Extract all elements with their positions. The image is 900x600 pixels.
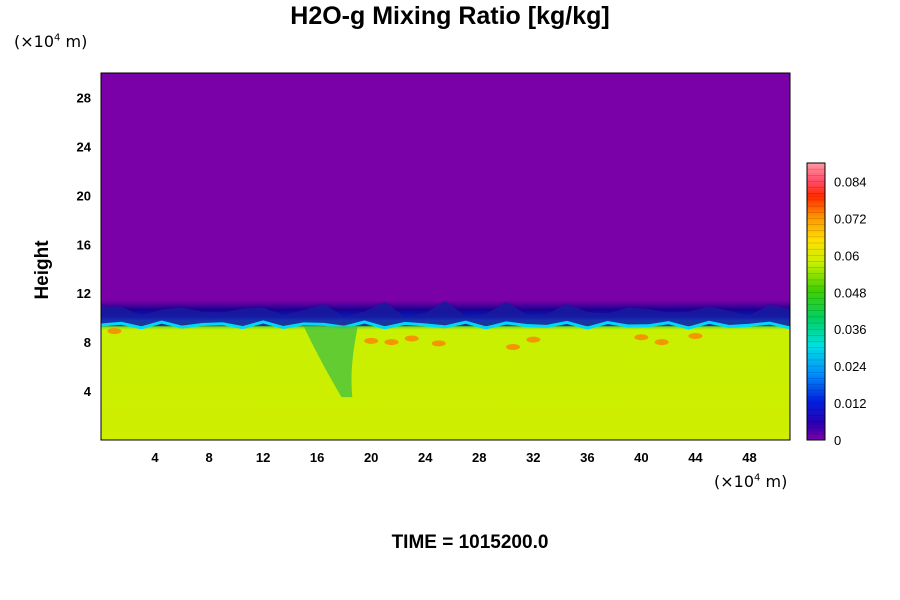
y-tick-labels: 4 8 12 16 20 24 28 (77, 90, 92, 399)
high-moisture-patch (384, 339, 399, 346)
y-tick-label: 28 (77, 90, 91, 105)
plot-frame (100, 72, 791, 441)
x-tick-label: 28 (472, 450, 486, 465)
interface-line (100, 320, 791, 330)
colorbar-tick-label: 0 (834, 433, 841, 448)
x-tick-label: 36 (580, 450, 594, 465)
y-tick-label: 16 (77, 237, 91, 252)
x-axis-unit: (×104 m) (714, 472, 787, 491)
high-moisture-patch (688, 333, 703, 340)
colorbar-gradient (806, 162, 826, 441)
colorbar: 0 0.012 0.024 0.036 0.048 0.06 0.072 0.084 (806, 162, 867, 448)
colorbar-tick-label: 0.012 (834, 396, 867, 411)
x-tick-label: 4 (151, 450, 159, 465)
high-moisture-patch (634, 334, 649, 341)
colorbar-tick-label: 0.048 (834, 285, 867, 300)
x-unit-base: (×10 (714, 472, 755, 491)
y-tick-label: 12 (77, 286, 91, 301)
moist-plume (303, 326, 358, 398)
high-moisture-patch (107, 328, 122, 335)
y-unit-base: (×10 (14, 32, 55, 51)
high-moisture-patch (526, 336, 541, 343)
high-moisture-patch (364, 337, 379, 344)
x-tick-label: 8 (205, 450, 212, 465)
x-unit-exponent: 4 (754, 472, 761, 484)
colorbar-tick-label: 0.024 (834, 359, 867, 374)
x-tick-label: 48 (742, 450, 756, 465)
colorbar-tick-label: 0.06 (834, 248, 859, 263)
x-tick-label: 12 (256, 450, 270, 465)
y-tick-label: 4 (84, 384, 92, 399)
y-axis-unit: (×104 m) (14, 32, 87, 51)
interface-band (101, 300, 790, 327)
chart-title: H2O-g Mixing Ratio [kg/kg] (290, 2, 610, 30)
high-moisture-patch (431, 340, 446, 347)
x-tick-label: 24 (418, 450, 433, 465)
high-moisture-patch (506, 344, 521, 351)
high-moisture-patch (404, 335, 419, 342)
y-tick-label: 20 (77, 188, 91, 203)
x-tick-label: 32 (526, 450, 540, 465)
y-unit-tail: m) (60, 32, 88, 51)
time-label: TIME = 1015200.0 (391, 532, 549, 553)
colorbar-tick-label: 0.072 (834, 211, 867, 226)
colorbar-tick-label: 0.036 (834, 322, 867, 337)
x-unit-tail: m) (760, 472, 788, 491)
y-tick-label: 8 (84, 335, 91, 350)
y-unit-exponent: 4 (54, 32, 61, 44)
x-tick-label: 40 (634, 450, 648, 465)
x-tick-label: 44 (688, 450, 703, 465)
high-moisture-patch (654, 339, 669, 346)
moisture-field (101, 73, 790, 440)
colorbar-tick-label: 0.084 (834, 174, 867, 189)
y-tick-label: 24 (77, 139, 92, 154)
x-tick-label: 20 (364, 450, 378, 465)
x-tick-label: 16 (310, 450, 324, 465)
plot-area (100, 72, 791, 441)
x-tick-labels: 4 8 12 16 20 24 28 32 36 40 44 48 (151, 450, 756, 465)
